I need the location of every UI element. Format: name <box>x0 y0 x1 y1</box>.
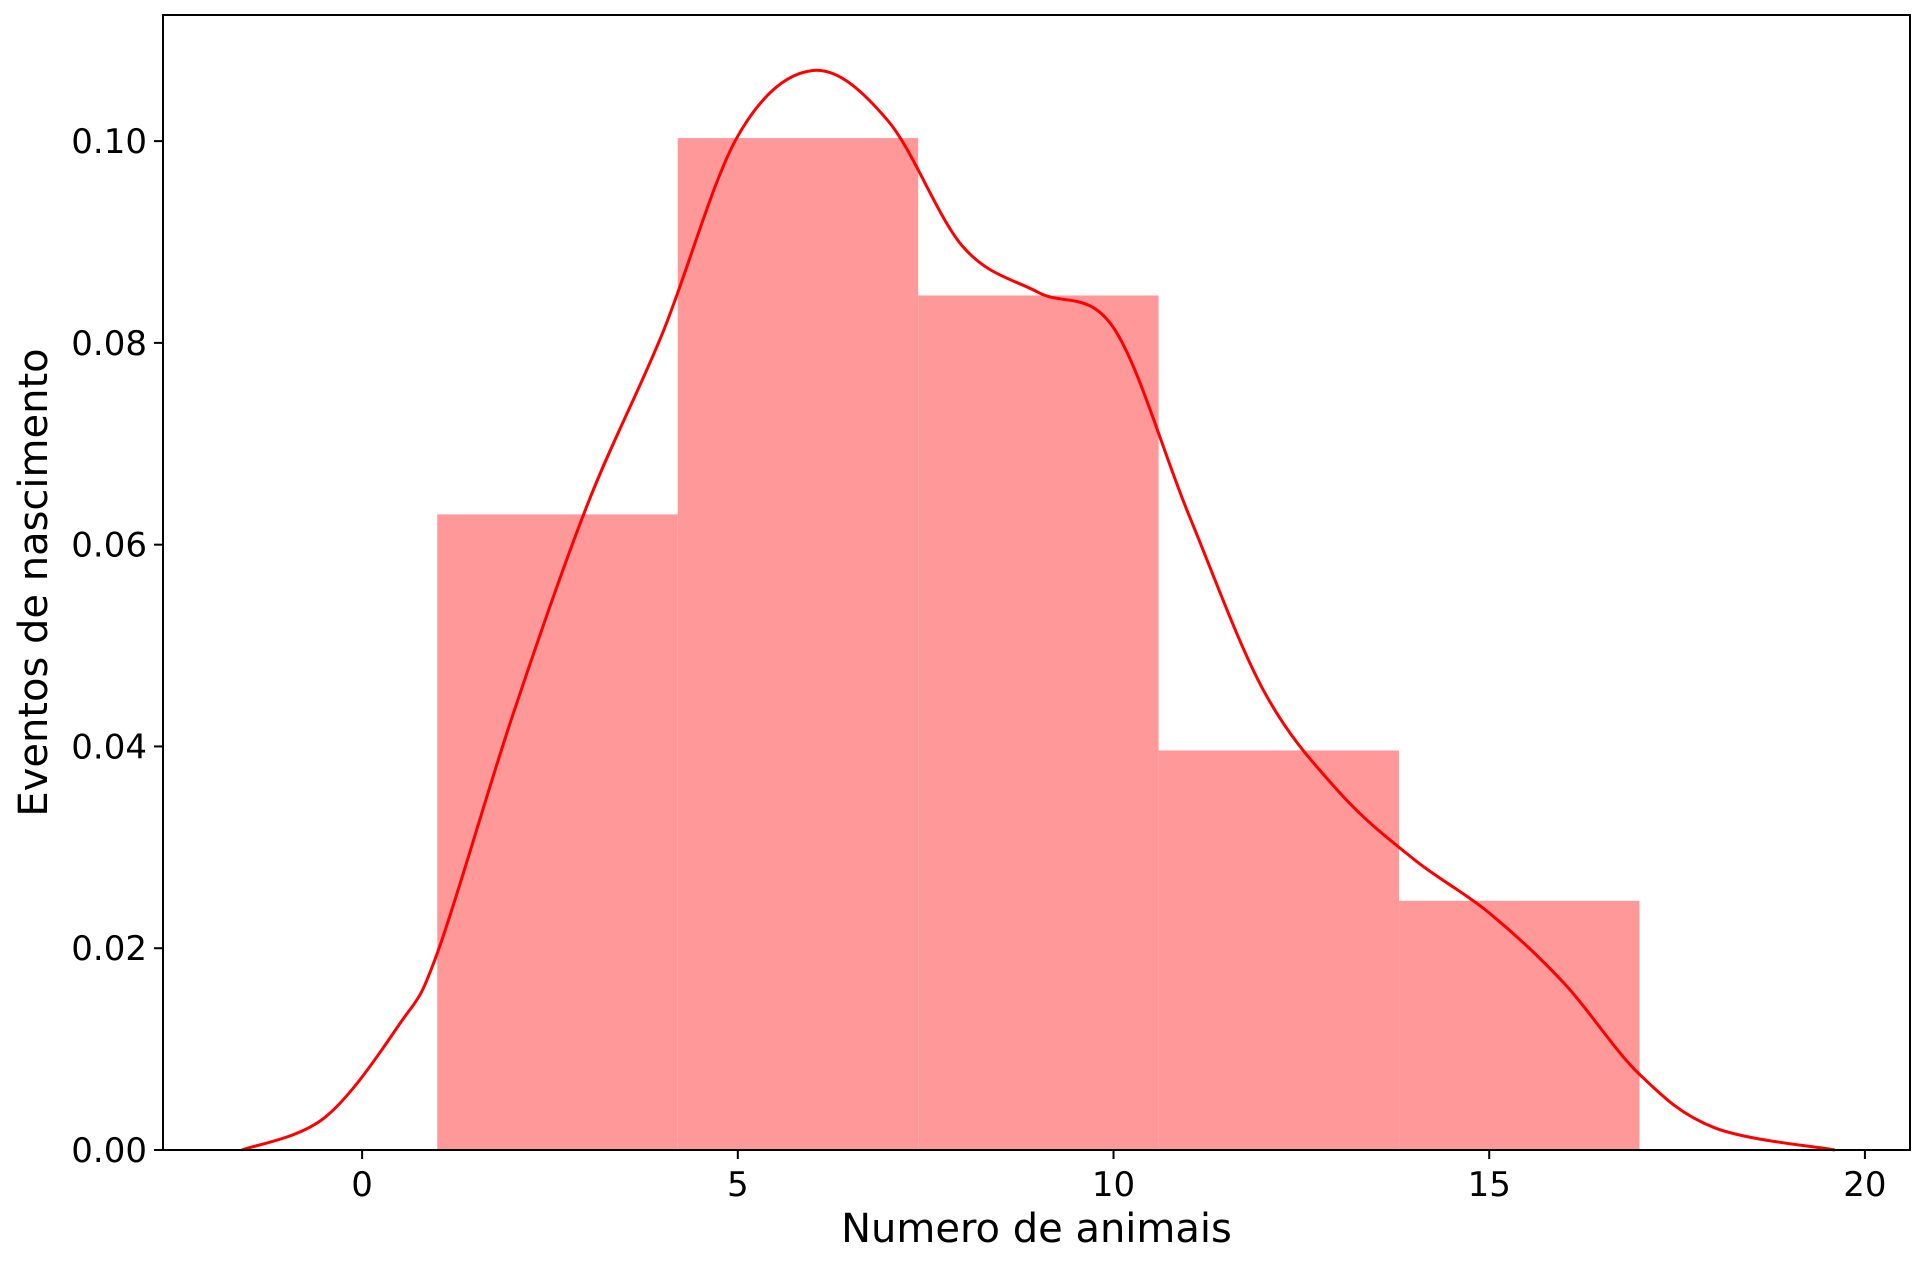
y-tick-label: 0.06 <box>71 526 147 566</box>
y-tick-label: 0.02 <box>71 929 147 969</box>
x-tick-label: 10 <box>1092 1165 1135 1205</box>
bars-layer <box>437 138 1640 1151</box>
y-tick-label: 0.04 <box>71 727 147 767</box>
histogram-bar-3 <box>918 295 1159 1151</box>
y-axis-title: Eventos de nascimento <box>11 348 57 816</box>
x-axis-title: Numero de animais <box>841 1206 1232 1252</box>
x-tick-label: 0 <box>351 1165 373 1205</box>
kde-layer <box>241 68 1836 1152</box>
y-tick-label: 0.10 <box>71 122 147 162</box>
histogram-bar-1 <box>437 514 678 1150</box>
histogram-bar-4 <box>1158 750 1400 1150</box>
x-tick-label: 15 <box>1468 1165 1511 1205</box>
y-axis-ticks: 0.00 0.02 0.04 0.06 0.08 0.10 <box>71 122 163 1171</box>
kde-density-line <box>241 68 1836 1152</box>
x-axis-ticks: 0 5 10 15 20 <box>351 1150 1887 1205</box>
x-tick-label: 5 <box>727 1165 749 1205</box>
y-tick-label: 0.00 <box>71 1131 147 1171</box>
histogram-bar-2 <box>677 138 919 1150</box>
x-tick-label: 20 <box>1843 1165 1886 1205</box>
y-tick-label: 0.08 <box>71 324 147 364</box>
plot-frame <box>162 14 1911 1151</box>
